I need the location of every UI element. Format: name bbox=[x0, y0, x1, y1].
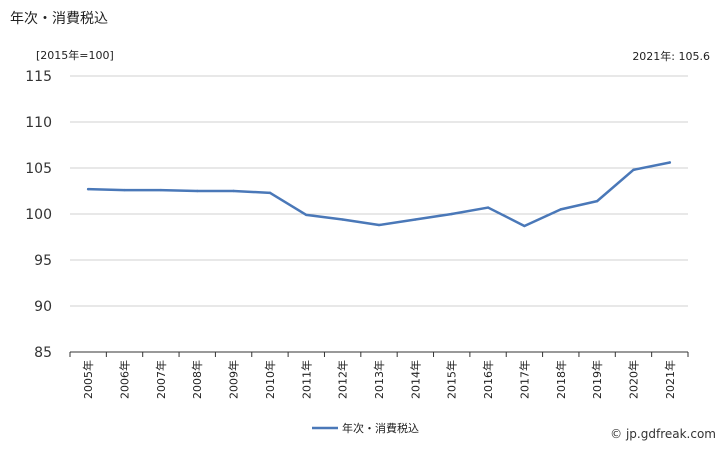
latest-value-label: 2021年: 105.6 bbox=[632, 50, 710, 63]
x-tick-label: 2009年 bbox=[227, 360, 241, 399]
legend: 年次・消費税込 bbox=[312, 421, 419, 435]
y-tick-label: 115 bbox=[25, 69, 52, 85]
x-tick-label: 2010年 bbox=[263, 360, 277, 399]
data-point bbox=[450, 212, 453, 216]
y-tick-label: 100 bbox=[25, 207, 52, 223]
legend-label: 年次・消費税込 bbox=[342, 421, 419, 435]
x-tick-label: 2013年 bbox=[372, 360, 386, 399]
data-point bbox=[559, 208, 562, 211]
x-tick-label: 2019年 bbox=[590, 360, 604, 399]
data-point bbox=[196, 189, 199, 193]
y-axis-ticks: 85 90 95 100 105 110 115 bbox=[25, 69, 52, 361]
data-point bbox=[123, 188, 126, 192]
x-tick-label: 2018年 bbox=[554, 360, 568, 399]
series-line-0 bbox=[86, 161, 672, 228]
x-tick-label: 2008年 bbox=[190, 360, 204, 399]
x-tick-label: 2012年 bbox=[336, 360, 350, 399]
x-tick-label: 2015年 bbox=[445, 360, 459, 399]
x-tick-label: 2007年 bbox=[154, 360, 168, 399]
x-tick-label: 2011年 bbox=[299, 360, 313, 399]
x-tick-label: 2020年 bbox=[626, 360, 640, 399]
y-tick-label: 105 bbox=[25, 161, 52, 177]
data-point bbox=[414, 218, 417, 221]
x-tick-label: 2017年 bbox=[517, 360, 531, 399]
data-point bbox=[232, 189, 235, 193]
y-tick-label: 95 bbox=[34, 253, 52, 269]
x-tick-label: 2005年 bbox=[81, 360, 95, 399]
credit-text: © jp.gdfreak.com bbox=[610, 427, 716, 441]
data-point bbox=[632, 168, 635, 172]
x-tick-label: 2021年 bbox=[663, 360, 677, 399]
y-tick-label: 85 bbox=[34, 345, 52, 361]
data-point bbox=[159, 188, 163, 192]
data-point bbox=[377, 223, 381, 227]
data-point bbox=[595, 199, 599, 203]
y-tick-label: 110 bbox=[25, 115, 52, 131]
data-point bbox=[305, 213, 308, 217]
data-point bbox=[486, 206, 490, 209]
x-tick-label: 2006年 bbox=[118, 360, 132, 399]
y-tick-label: 90 bbox=[34, 299, 52, 315]
chart-title: 年次・消費税込 bbox=[10, 11, 108, 27]
grid-lines bbox=[70, 75, 688, 353]
unit-label: [2015年=100] bbox=[36, 49, 114, 62]
x-tick-label: 2016年 bbox=[481, 360, 495, 399]
data-point bbox=[86, 187, 90, 191]
x-tick-label: 2014年 bbox=[408, 360, 422, 399]
series-layer bbox=[86, 161, 672, 228]
data-point bbox=[268, 191, 272, 195]
data-point bbox=[523, 224, 526, 228]
data-point bbox=[668, 161, 672, 164]
data-point bbox=[341, 218, 344, 221]
x-axis: 2005年 2006年 2007年 2008年 2009年 2010年 2011年 2012年… bbox=[69, 351, 689, 399]
